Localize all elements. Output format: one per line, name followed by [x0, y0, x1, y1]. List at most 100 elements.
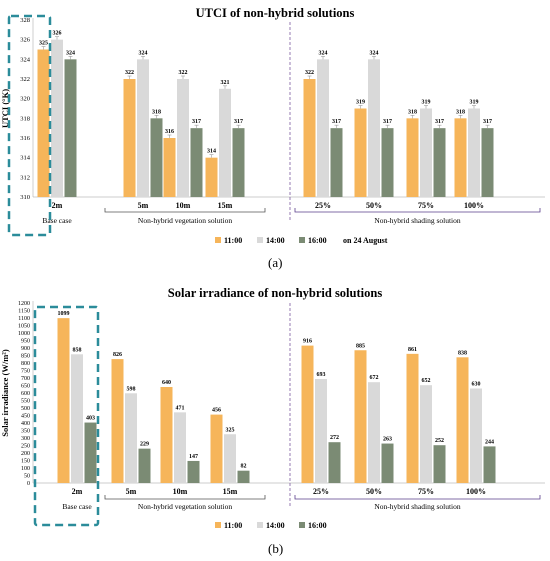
solar-y-tick-label: 400 — [21, 421, 30, 427]
utci-bar — [317, 59, 329, 198]
utci-bar — [123, 79, 136, 197]
solar-data-label: 861 — [408, 347, 417, 353]
solar-bar — [57, 318, 70, 483]
utci-legend-label: 14:00 — [266, 236, 285, 245]
utci-data-label: 317 — [483, 119, 492, 125]
solar-x-tick-label: 25% — [313, 487, 329, 496]
solar-group-bracket — [294, 495, 541, 500]
utci-y-tick-label: 312 — [20, 174, 30, 181]
solar-legend-label: 11:00 — [224, 521, 242, 530]
solar-bar — [187, 460, 200, 483]
solar-y-tick-label: 200 — [21, 451, 30, 457]
solar-data-label: 82 — [241, 464, 247, 470]
solar-data-label: 229 — [140, 442, 149, 448]
solar-legend-label: 14:00 — [266, 521, 285, 530]
utci-y-tick-label: 326 — [20, 37, 31, 44]
solar-bar — [111, 359, 124, 483]
utci-data-label: 319 — [470, 100, 479, 106]
utci-bar — [420, 108, 432, 197]
solar-data-label: 598 — [127, 386, 136, 392]
solar-bar — [138, 448, 151, 483]
utci-data-label: 325 — [39, 41, 48, 47]
caption-a: (a) — [268, 255, 283, 270]
solar-group-label: Non-hybrid shading solution — [374, 502, 460, 511]
solar-y-tick-label: 1050 — [18, 324, 30, 330]
solar-bar — [174, 412, 186, 483]
solar-bar — [84, 422, 97, 483]
utci-data-label: 324 — [370, 50, 379, 56]
solar-y-tick-label: 550 — [21, 399, 30, 405]
utci-group-label: Non-hybrid shading solution — [374, 216, 460, 225]
solar-x-tick-label: 10m — [173, 487, 188, 496]
utci-x-tick-label: 100% — [464, 201, 484, 210]
solar-bar — [71, 354, 83, 483]
solar-data-label: 885 — [356, 343, 365, 349]
solar-y-tick-label: 600 — [21, 391, 30, 397]
solar-y-tick-label: 0 — [27, 481, 30, 487]
solar-y-tick-label: 1000 — [18, 331, 30, 337]
solar-group-bracket — [104, 495, 266, 500]
utci-legend-swatch — [257, 237, 263, 243]
utci-y-tick-label: 318 — [20, 115, 30, 122]
utci-legend-swatch — [299, 237, 305, 243]
solar-data-label: 325 — [226, 427, 235, 433]
utci-data-label: 326 — [53, 31, 62, 37]
solar-data-label: 1099 — [58, 311, 70, 317]
solar-legend-swatch — [299, 522, 305, 528]
solar-bar — [470, 388, 482, 483]
utci-bar — [205, 157, 218, 197]
solar-data-label: 147 — [189, 454, 198, 460]
solar-data-label: 672 — [370, 375, 379, 381]
utci-bar — [64, 59, 77, 198]
utci-bar — [368, 59, 380, 198]
utci-bar — [163, 138, 176, 197]
solar-bar — [160, 387, 173, 483]
utci-x-tick-label: 15m — [218, 201, 233, 210]
utci-data-label: 321 — [221, 80, 230, 86]
solar-data-label: 263 — [383, 437, 392, 443]
solar-y-tick-label: 500 — [21, 406, 30, 412]
solar-legend-swatch — [257, 522, 263, 528]
solar-data-label: 640 — [162, 380, 171, 386]
solar-group-label: Non-hybrid vegetation solution — [138, 502, 232, 511]
solar-bar — [433, 445, 446, 483]
utci-bar — [433, 128, 446, 197]
utci-bar — [303, 79, 316, 197]
solar-bar — [237, 470, 250, 483]
utci-data-label: 322 — [179, 70, 188, 76]
solar-data-label: 838 — [458, 350, 467, 356]
utci-data-label: 319 — [356, 100, 365, 106]
solar-base-case-highlight — [33, 305, 100, 527]
utci-data-label: 317 — [192, 119, 201, 125]
solar-data-label: 858 — [73, 347, 82, 353]
solar-bar — [483, 446, 496, 483]
utci-data-label: 322 — [305, 70, 314, 76]
utci-x-tick-label: 2m — [52, 201, 63, 210]
solar-y-tick-label: 300 — [21, 436, 30, 442]
solar-y-tick-label: 950 — [21, 339, 30, 345]
solar-y-tick-label: 1150 — [18, 309, 30, 315]
utci-bar — [219, 88, 231, 197]
utci-y-tick-label: 316 — [20, 135, 31, 142]
utci-bar — [481, 128, 494, 197]
utci-data-label: 324 — [66, 50, 75, 56]
solar-y-tick-label: 900 — [21, 346, 30, 352]
utci-bar — [330, 128, 343, 197]
utci-data-label: 318 — [456, 109, 465, 115]
solar-y-tick-label: 1200 — [18, 301, 30, 307]
utci-x-tick-label: 10m — [176, 201, 191, 210]
solar-data-label: 252 — [435, 438, 444, 444]
solar-x-tick-label: 5m — [126, 487, 137, 496]
utci-legend-label: 11:00 — [224, 236, 242, 245]
utci-bar — [354, 108, 367, 197]
solar-bar — [210, 414, 223, 483]
utci-group-bracket — [104, 208, 266, 213]
solar-x-tick-label: 15m — [223, 487, 238, 496]
utci-bar — [232, 128, 245, 197]
utci-data-label: 318 — [152, 109, 161, 115]
caption-b: (b) — [268, 541, 284, 556]
utci-data-label: 318 — [408, 109, 417, 115]
solar-y-tick-label: 650 — [21, 384, 30, 390]
utci-bar — [190, 128, 203, 197]
